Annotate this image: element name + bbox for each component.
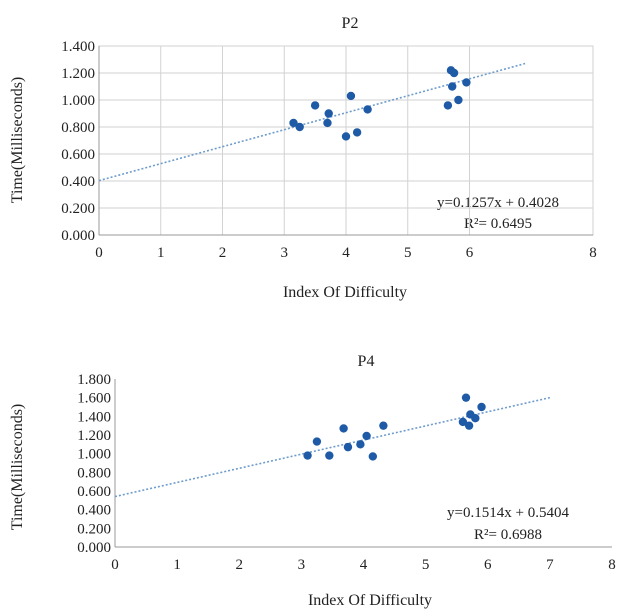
x-tick-label: 4 <box>342 245 350 261</box>
trendline <box>114 396 551 498</box>
data-point <box>448 82 457 91</box>
data-point <box>477 402 486 412</box>
x-tick-label: 0 <box>95 245 103 261</box>
y-tick-label: 0.400 <box>61 174 95 190</box>
x-tick-label: 8 <box>589 245 597 261</box>
data-point <box>471 414 480 423</box>
y-tick-label: 1.200 <box>61 66 95 82</box>
data-point <box>462 78 471 87</box>
x-tick-label: 5 <box>422 557 430 573</box>
data-point <box>343 442 353 452</box>
y-tick-label: 0.000 <box>77 540 111 556</box>
y-tick-label: 0.200 <box>61 201 95 217</box>
x-axis-label: Index Of Difficulty <box>283 284 407 301</box>
x-tick-label: 6 <box>466 245 474 261</box>
data-point <box>454 95 463 105</box>
data-point <box>352 128 362 137</box>
x-tick-label: 2 <box>236 557 244 573</box>
data-point <box>458 417 468 427</box>
chart-p4: P4 Time(Milliseconds) Index Of Difficult… <box>9 353 616 609</box>
y-tick-label: 0.600 <box>77 484 111 500</box>
y-tick-label: 0.000 <box>61 228 95 244</box>
data-point <box>310 101 320 110</box>
chart-title: P2 <box>342 15 359 32</box>
data-point <box>289 118 298 128</box>
data-point <box>356 440 365 449</box>
x-tick-label: 2 <box>219 245 227 261</box>
y-tick-label: 1.800 <box>77 372 111 388</box>
x-tick-label: 1 <box>157 245 165 261</box>
x-axis-label: Index Of Difficulty <box>308 592 432 609</box>
data-point <box>346 91 356 101</box>
x-tick-label: 6 <box>484 557 492 573</box>
x-tick-label: 8 <box>608 557 616 573</box>
trend-equation: y=0.1257x + 0.4028 <box>437 195 559 211</box>
y-tick-label: 1.000 <box>61 93 95 109</box>
data-point <box>312 437 322 446</box>
data-point <box>464 421 474 430</box>
data-point <box>341 132 351 141</box>
x-tick-label: 3 <box>298 557 306 573</box>
x-tick-label: 1 <box>173 557 181 573</box>
x-tick-label: 5 <box>404 245 412 261</box>
x-tick-label: 0 <box>111 557 119 573</box>
y-tick-label: 1.200 <box>77 428 111 444</box>
data-point <box>324 109 333 118</box>
x-tick-label: 4 <box>360 557 368 573</box>
trend-equation: y=0.1514x + 0.5404 <box>447 505 569 521</box>
data-point <box>362 431 371 441</box>
data-point <box>443 101 453 110</box>
y-tick-label: 0.800 <box>61 120 95 136</box>
r-squared-label: R²= 0.6495 <box>464 216 532 232</box>
data-point <box>461 393 471 402</box>
y-tick-label: 1.000 <box>77 447 111 463</box>
y-tick-label: 0.600 <box>61 147 95 163</box>
y-tick-label: 1.400 <box>61 39 95 55</box>
y-tick-label: 1.600 <box>77 391 111 407</box>
data-point <box>303 451 312 460</box>
chart-p2: P2 Time(Milliseconds) Index Of Difficult… <box>9 15 597 301</box>
y-axis-label: Time(Milliseconds) <box>9 77 26 204</box>
y-tick-label: 1.400 <box>77 409 111 425</box>
r-squared-label: R²= 0.6988 <box>474 527 542 543</box>
data-point <box>368 452 378 461</box>
trendline <box>98 62 526 182</box>
chart-title: P4 <box>358 353 375 370</box>
y-tick-label: 0.400 <box>77 503 111 519</box>
x-tick-label: 7 <box>546 557 554 573</box>
data-point <box>363 105 372 114</box>
y-axis-label: Time(Milliseconds) <box>9 404 26 531</box>
data-point <box>323 118 332 128</box>
data-point <box>339 424 348 433</box>
x-tick-label: 3 <box>281 245 289 261</box>
data-point <box>449 68 459 78</box>
data-point <box>379 421 388 430</box>
y-tick-label: 0.800 <box>77 465 111 481</box>
data-point <box>325 451 334 460</box>
data-point <box>295 122 304 132</box>
y-tick-label: 0.200 <box>77 521 111 537</box>
